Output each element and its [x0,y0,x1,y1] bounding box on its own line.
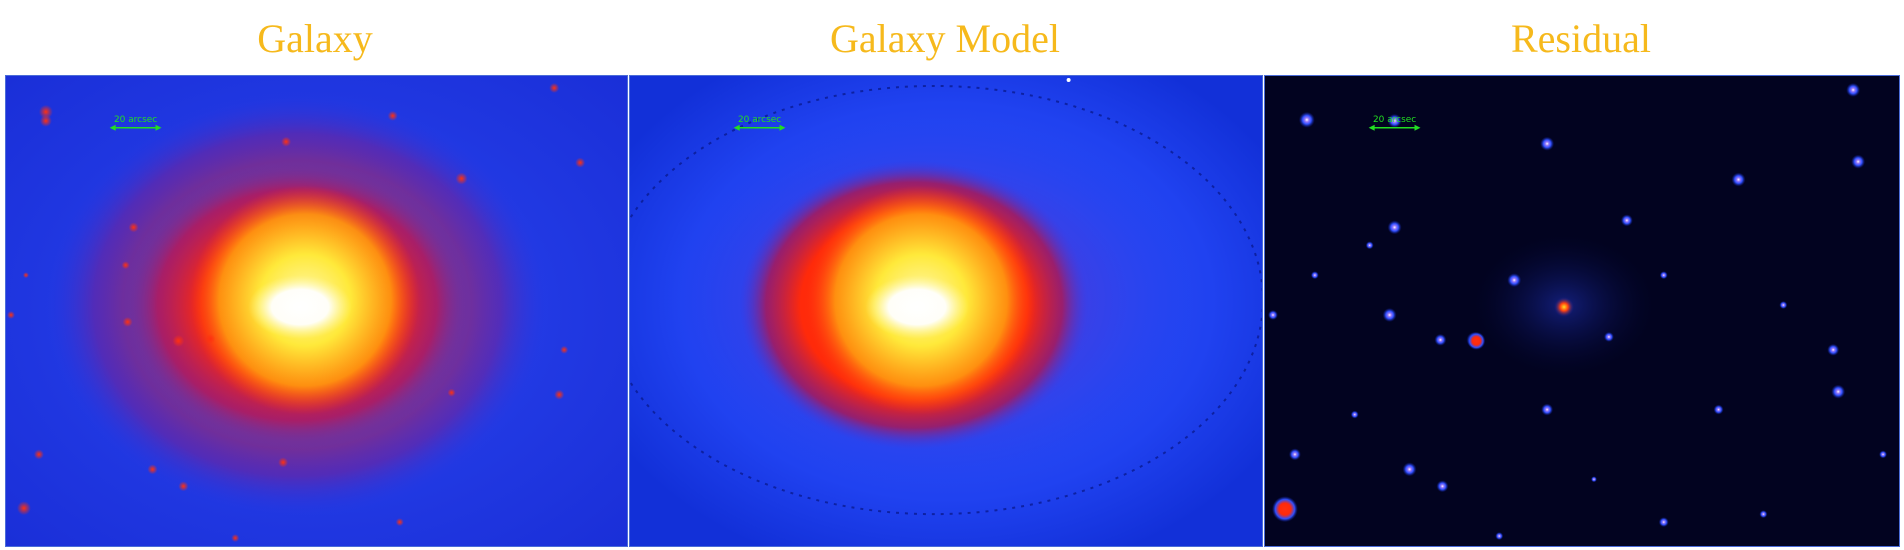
panel-title-residual: Residual [1511,16,1651,61]
galaxy-model-image: 20 arcsec [630,76,1262,546]
galaxy-model-image-panel: 20 arcsec [629,75,1263,547]
scale-bar: 20 arcsec [1368,115,1421,131]
panel-title-galaxy-model: Galaxy Model [830,16,1060,61]
residual-image-panel: 20 arcsec [1264,75,1900,547]
scale-bar: 20 arcsec [109,115,162,131]
panel-title-galaxy: Galaxy [257,16,373,61]
scale-bar-label: 20 arcsec [114,115,157,125]
residual-image: 20 arcsec [1265,76,1899,546]
scale-bar: 20 arcsec [733,115,786,131]
galaxy-image: 20 arcsec [6,76,627,546]
galaxy-image-panel: 20 arcsec [5,75,628,547]
scale-bar-label: 20 arcsec [1373,115,1416,125]
scale-bar-label: 20 arcsec [738,115,781,125]
